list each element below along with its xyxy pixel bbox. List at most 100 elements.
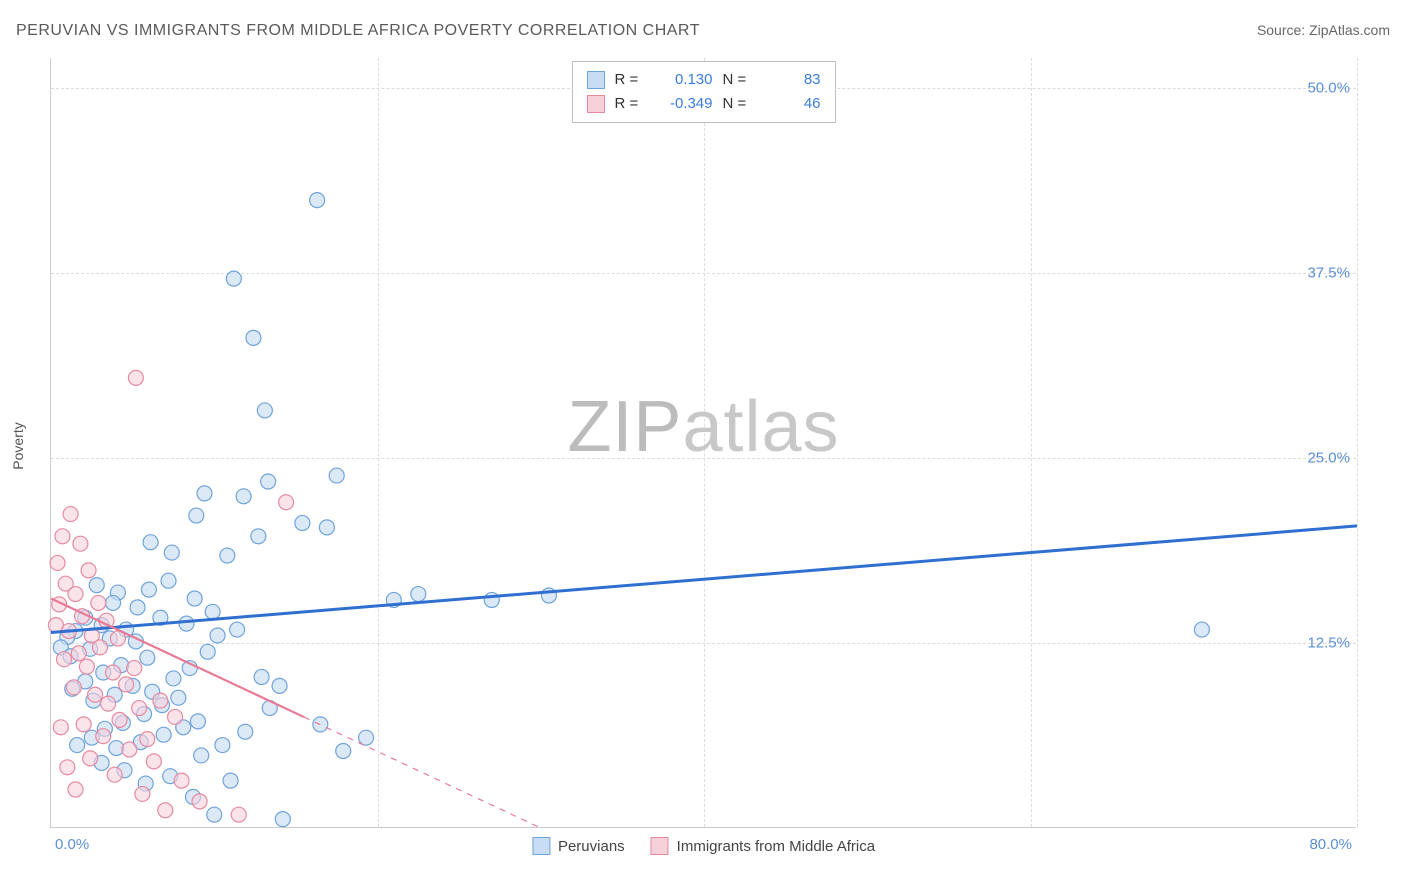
scatter-point bbox=[70, 738, 85, 753]
chart-plot-area: 50.0% 37.5% 25.0% 12.5% 0.0% 80.0% ZIPat… bbox=[50, 58, 1356, 828]
scatter-point bbox=[336, 744, 351, 759]
scatter-point bbox=[140, 650, 155, 665]
scatter-point bbox=[220, 548, 235, 563]
scatter-point bbox=[359, 730, 374, 745]
scatter-point bbox=[119, 677, 134, 692]
scatter-point bbox=[73, 536, 88, 551]
legend-swatch-immigrants-icon bbox=[651, 837, 669, 855]
scatter-point bbox=[106, 595, 121, 610]
series-legend: Peruvians Immigrants from Middle Africa bbox=[532, 837, 875, 855]
scatter-point bbox=[171, 690, 186, 705]
scatter-point bbox=[156, 727, 171, 742]
scatter-point bbox=[164, 545, 179, 560]
n-label: N = bbox=[723, 92, 753, 116]
scatter-point bbox=[205, 604, 220, 619]
scatter-point bbox=[106, 665, 121, 680]
scatter-point bbox=[53, 720, 68, 735]
swatch-peruvians-icon bbox=[587, 71, 605, 89]
scatter-point bbox=[60, 760, 75, 775]
scatter-point bbox=[261, 474, 276, 489]
correlation-row-immigrants: R = -0.349 N = 46 bbox=[587, 92, 821, 116]
scatter-point bbox=[127, 661, 142, 676]
scatter-point bbox=[210, 628, 225, 643]
scatter-point bbox=[112, 712, 127, 727]
scatter-point bbox=[122, 742, 137, 757]
scatter-point bbox=[143, 535, 158, 550]
scatter-point bbox=[223, 773, 238, 788]
scatter-point bbox=[251, 529, 266, 544]
scatter-point bbox=[272, 678, 287, 693]
scatter-point bbox=[1194, 622, 1209, 637]
legend-label-immigrants: Immigrants from Middle Africa bbox=[677, 838, 875, 855]
legend-item-peruvians: Peruvians bbox=[532, 837, 625, 855]
scatter-point bbox=[187, 591, 202, 606]
scatter-point bbox=[89, 578, 104, 593]
scatter-point bbox=[63, 507, 78, 522]
correlation-row-peruvians: R = 0.130 N = 83 bbox=[587, 68, 821, 92]
scatter-point bbox=[79, 659, 94, 674]
n-label: N = bbox=[723, 68, 753, 92]
scatter-point bbox=[189, 508, 204, 523]
scatter-point bbox=[226, 271, 241, 286]
scatter-point bbox=[279, 495, 294, 510]
legend-label-peruvians: Peruvians bbox=[558, 838, 625, 855]
scatter-point bbox=[215, 738, 230, 753]
scatter-point bbox=[246, 330, 261, 345]
scatter-point bbox=[166, 671, 181, 686]
scatter-point bbox=[238, 724, 253, 739]
r-value-immigrants: -0.349 bbox=[655, 92, 713, 116]
scatter-point bbox=[197, 486, 212, 501]
swatch-immigrants-icon bbox=[587, 95, 605, 113]
scatter-point bbox=[310, 193, 325, 208]
scatter-point bbox=[96, 729, 111, 744]
scatter-point bbox=[179, 616, 194, 631]
scatter-point bbox=[257, 403, 272, 418]
scatter-point bbox=[146, 754, 161, 769]
scatter-point bbox=[161, 573, 176, 588]
trend-line bbox=[51, 526, 1357, 633]
scatter-point bbox=[128, 370, 143, 385]
r-label: R = bbox=[615, 92, 645, 116]
scatter-point bbox=[81, 563, 96, 578]
scatter-point bbox=[168, 709, 183, 724]
trend-line-extrapolated bbox=[304, 717, 541, 828]
legend-item-immigrants: Immigrants from Middle Africa bbox=[651, 837, 875, 855]
scatter-point bbox=[411, 587, 426, 602]
scatter-point bbox=[200, 644, 215, 659]
scatter-point bbox=[92, 640, 107, 655]
legend-swatch-peruvians-icon bbox=[532, 837, 550, 855]
scatter-point bbox=[319, 520, 334, 535]
scatter-point bbox=[141, 582, 156, 597]
scatter-point bbox=[71, 646, 86, 661]
x-tick-label-origin: 0.0% bbox=[55, 836, 89, 853]
scatter-point bbox=[88, 687, 103, 702]
n-value-immigrants: 46 bbox=[763, 92, 821, 116]
scatter-svg bbox=[51, 58, 1356, 827]
scatter-point bbox=[254, 669, 269, 684]
scatter-point bbox=[230, 622, 245, 637]
r-value-peruvians: 0.130 bbox=[655, 68, 713, 92]
chart-title: PERUVIAN VS IMMIGRANTS FROM MIDDLE AFRIC… bbox=[16, 22, 700, 40]
scatter-point bbox=[153, 693, 168, 708]
scatter-point bbox=[192, 794, 207, 809]
scatter-point bbox=[174, 773, 189, 788]
gridline-x-80 bbox=[1357, 58, 1358, 827]
scatter-point bbox=[132, 701, 147, 716]
scatter-point bbox=[231, 807, 246, 822]
scatter-point bbox=[57, 652, 72, 667]
scatter-point bbox=[329, 468, 344, 483]
scatter-point bbox=[135, 786, 150, 801]
scatter-point bbox=[158, 803, 173, 818]
x-tick-label-end: 80.0% bbox=[1309, 836, 1352, 853]
correlation-legend: R = 0.130 N = 83 R = -0.349 N = 46 bbox=[572, 61, 836, 123]
scatter-point bbox=[68, 782, 83, 797]
scatter-point bbox=[207, 807, 222, 822]
scatter-point bbox=[194, 748, 209, 763]
chart-header: PERUVIAN VS IMMIGRANTS FROM MIDDLE AFRIC… bbox=[16, 22, 1390, 40]
scatter-point bbox=[91, 595, 106, 610]
scatter-point bbox=[55, 529, 70, 544]
scatter-point bbox=[190, 714, 205, 729]
scatter-point bbox=[275, 812, 290, 827]
scatter-point bbox=[140, 732, 155, 747]
scatter-point bbox=[50, 555, 65, 570]
